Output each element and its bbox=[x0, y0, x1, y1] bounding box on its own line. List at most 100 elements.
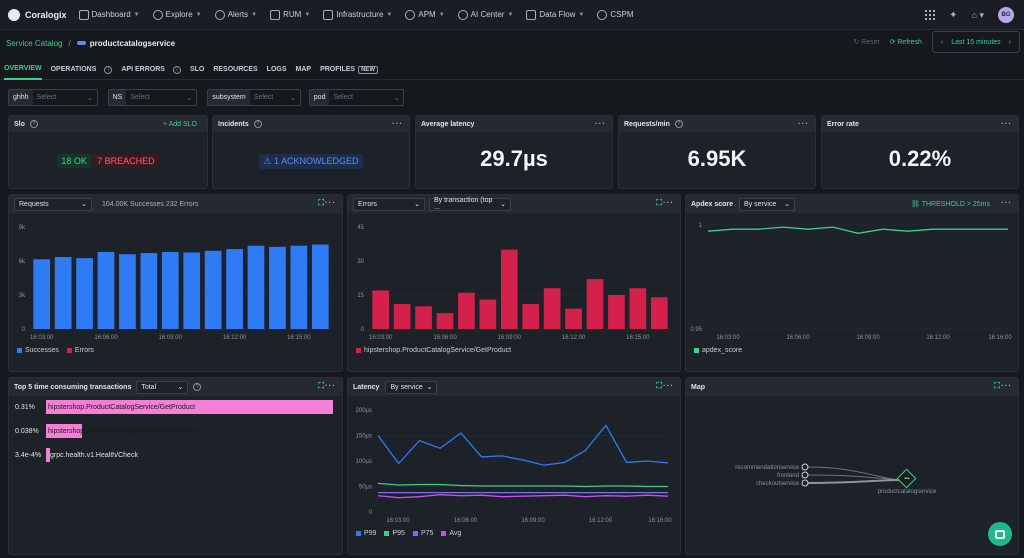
more-icon[interactable]: ··· bbox=[392, 119, 403, 128]
latency-legend: P99 P95 P75 Avg bbox=[356, 530, 461, 537]
expand-icon[interactable]: ⛶ bbox=[318, 198, 324, 207]
legend-p95[interactable]: P95 bbox=[384, 530, 405, 537]
nav-ai-center[interactable]: AI Center ▼ bbox=[457, 9, 513, 20]
nav-cspm[interactable]: CSPM bbox=[597, 9, 634, 20]
more-icon[interactable]: ··· bbox=[1001, 381, 1012, 390]
filter-select[interactable]: Select ⌄ bbox=[250, 90, 300, 105]
more-icon[interactable]: ··· bbox=[798, 119, 809, 128]
more-icon[interactable]: ··· bbox=[325, 381, 336, 390]
nav-infrastructure[interactable]: Infrastructure ▼ bbox=[323, 9, 392, 20]
brand-logo[interactable]: Coralogix bbox=[8, 8, 67, 21]
tab-overview[interactable]: OVERVIEW bbox=[4, 60, 42, 80]
add-slo-button[interactable]: + Add SLO bbox=[162, 120, 197, 128]
infrastructure-icon bbox=[323, 9, 334, 20]
legend-p75[interactable]: P75 bbox=[412, 530, 433, 537]
y-tick-label: 45 bbox=[357, 225, 364, 231]
bar bbox=[522, 304, 540, 329]
filter-ns[interactable]: NS Select ⌄ bbox=[107, 89, 198, 106]
series-line bbox=[377, 494, 669, 499]
nav-explore[interactable]: Explore ▼ bbox=[152, 9, 202, 20]
time-controls: ↻ Reset ⟳ Refresh ‹ Last 15 minutes › bbox=[853, 31, 1020, 53]
reset-label: Reset bbox=[861, 39, 880, 46]
threshold-link[interactable]: ⛓ THRESHOLD > 25ms bbox=[911, 200, 990, 208]
x-tick-label: 16:03:00 bbox=[30, 335, 54, 341]
bar bbox=[269, 246, 286, 329]
map-target-node[interactable] bbox=[896, 468, 917, 489]
filter-pod[interactable]: pod Select ⌄ bbox=[308, 89, 405, 106]
more-icon[interactable]: ··· bbox=[595, 119, 606, 128]
apdex-group-select[interactable]: By service ⌄ bbox=[739, 197, 796, 211]
legend-avg[interactable]: Avg bbox=[441, 530, 461, 537]
breadcrumb-service-catalog[interactable]: Service Catalog bbox=[6, 38, 63, 48]
errors-metric-select[interactable]: Errors ⌄ bbox=[353, 197, 425, 211]
more-icon[interactable]: ··· bbox=[663, 381, 674, 390]
incidents-acknowledged-label: 1 ACKNOWLEDGED bbox=[274, 156, 359, 166]
transaction-row[interactable]: 0.038% hipstershop.ProductCatalogService/… bbox=[15, 424, 198, 438]
info-icon: ? bbox=[29, 120, 38, 128]
map-node[interactable] bbox=[801, 471, 809, 479]
tab-logs-label: LOGS bbox=[266, 66, 287, 73]
chevron-down-icon: ▼ bbox=[133, 11, 140, 18]
legend-getproduct[interactable]: hipstershop.ProductCatalogService/GetPro… bbox=[356, 347, 511, 354]
filter-select[interactable]: Select ⌄ bbox=[329, 90, 403, 105]
error-rate-card: Error rate ··· 0.22% bbox=[821, 115, 1019, 189]
slo-ok-badge[interactable]: 18 OK bbox=[57, 154, 91, 168]
apdex-group-label: By service bbox=[744, 200, 777, 208]
nav-apm[interactable]: APM ▼ bbox=[405, 9, 445, 20]
expand-icon[interactable]: ⛶ bbox=[318, 381, 324, 390]
avatar[interactable]: BG bbox=[998, 7, 1014, 23]
requests-metric-select[interactable]: Requests ⌄ bbox=[14, 197, 92, 211]
info-icon: ? bbox=[253, 120, 262, 128]
latency-group-select[interactable]: By service ⌄ bbox=[385, 380, 438, 394]
map-node[interactable] bbox=[801, 479, 809, 487]
filter-select[interactable]: Select ⌄ bbox=[33, 90, 97, 105]
nav-data-flow[interactable]: Data Flow ▼ bbox=[526, 9, 584, 20]
legend-errors[interactable]: Errors bbox=[66, 347, 94, 354]
filter-select[interactable]: Select ⌄ bbox=[126, 90, 196, 105]
incidents-acknowledged-badge[interactable]: ⚠ 1 ACKNOWLEDGED bbox=[259, 154, 363, 169]
top5-select[interactable]: Total ⌄ bbox=[136, 380, 189, 394]
legend-p99[interactable]: P99 bbox=[356, 530, 376, 537]
transaction-row[interactable]: 0.31% hipstershop.ProductCatalogService/G… bbox=[15, 400, 333, 414]
tab-api-errors[interactable]: API ERRORS i bbox=[121, 60, 181, 80]
nav-alerts[interactable]: Alerts ▼ bbox=[214, 9, 257, 20]
tab-slo[interactable]: SLO bbox=[190, 60, 204, 80]
chevron-right-icon[interactable]: › bbox=[1008, 38, 1011, 46]
expand-icon[interactable]: ⛶ bbox=[994, 381, 1000, 390]
sparkle-icon[interactable]: ✦ bbox=[949, 9, 958, 21]
expand-icon[interactable]: ⛶ bbox=[656, 381, 662, 390]
tab-profiles[interactable]: PROFILES NEW bbox=[320, 60, 379, 80]
more-icon[interactable]: ··· bbox=[1001, 198, 1012, 207]
slo-title: Slo bbox=[14, 120, 25, 128]
legend-successes[interactable]: Successes bbox=[17, 347, 59, 354]
transaction-row[interactable]: 3.4e-4% grpc.health.v1.Health/Check bbox=[15, 448, 138, 462]
service-map[interactable]: recommendationservice frontend checkouts… bbox=[686, 398, 1020, 548]
chevron-down-icon: ⌄ bbox=[289, 94, 296, 102]
more-icon[interactable]: ··· bbox=[1001, 119, 1012, 128]
info-icon: i bbox=[104, 65, 113, 74]
reset-button[interactable]: ↻ Reset bbox=[853, 38, 879, 46]
tab-resources[interactable]: RESOURCES bbox=[213, 60, 257, 80]
chat-button[interactable] bbox=[988, 522, 1012, 546]
refresh-button[interactable]: ⟳ Refresh bbox=[890, 38, 922, 46]
chevron-left-icon[interactable]: ‹ bbox=[940, 38, 944, 46]
tab-map[interactable]: MAP bbox=[296, 60, 312, 80]
tab-logs[interactable]: LOGS bbox=[267, 60, 287, 80]
filter-placeholder: Select bbox=[333, 94, 353, 101]
errors-group-select[interactable]: By transaction (top ... ⌄ bbox=[429, 197, 511, 211]
tab-operations[interactable]: OPERATIONS i bbox=[51, 60, 113, 80]
filter-ghhh[interactable]: ghhh Select ⌄ bbox=[8, 89, 98, 106]
new-badge: NEW bbox=[358, 65, 379, 74]
nav-rum[interactable]: RUM ▼ bbox=[270, 9, 310, 20]
time-range-picker[interactable]: ‹ Last 15 minutes › bbox=[931, 31, 1020, 53]
more-icon[interactable]: ··· bbox=[325, 198, 336, 207]
filter-subsystem[interactable]: subsystem Select ⌄ bbox=[207, 89, 301, 106]
more-icon[interactable]: ··· bbox=[663, 198, 674, 207]
expand-icon[interactable]: ⛶ bbox=[656, 198, 662, 207]
legend-apdex-score[interactable]: apdex_score bbox=[694, 347, 742, 354]
help-icon[interactable]: ⌂ ▾ bbox=[971, 9, 984, 20]
apps-grid-icon[interactable] bbox=[925, 10, 936, 20]
nav-dashboard[interactable]: Dashboard ▼ bbox=[78, 9, 140, 20]
slo-breached-badge[interactable]: 7 BREACHED bbox=[93, 154, 159, 168]
map-node[interactable] bbox=[801, 463, 809, 471]
